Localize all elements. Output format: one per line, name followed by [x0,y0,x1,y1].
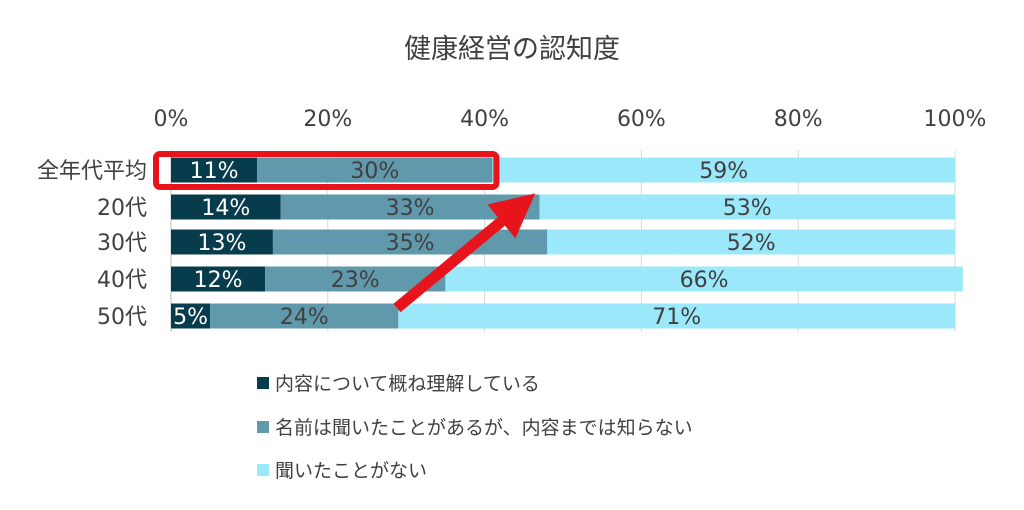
legend: 内容について概ね理解している名前は聞いたことがあるが、内容までは知らない聞いたこ… [257,373,693,482]
category-label: 50代 [97,305,147,330]
bar-segment [257,157,493,183]
data-label: 66% [680,268,729,293]
bar-segment [445,266,963,292]
legend-label: 名前は聞いたことがあるが、内容までは知らない [275,417,693,439]
legend-swatch [257,464,269,476]
data-label: 13% [198,231,247,256]
highlight-box [153,151,500,190]
bar-segment [171,157,258,183]
bar-segment [547,229,955,255]
bar-segment [171,303,211,329]
data-label: 35% [386,231,435,256]
data-label: 23% [331,268,380,293]
bar-segment [210,303,399,329]
data-label: 24% [280,305,329,330]
bar-segment [171,194,281,220]
data-label: 59% [699,159,748,184]
data-label: 33% [386,196,435,221]
legend-label: 内容について概ね理解している [275,373,540,395]
data-labels: 11% 30% 59% 14% 33% 53% 13% 35% 52% 12% 23% 66% 5% 24… [173,159,775,330]
x-tick-label: 80% [774,107,823,132]
bars [171,157,963,329]
x-tick-label: 20% [303,107,352,132]
data-label: 30% [350,159,399,184]
data-label: 5% [173,305,208,330]
data-label: 12% [194,268,243,293]
legend-swatch [257,421,269,433]
annotation-arrow [393,193,536,313]
category-label: 40代 [97,268,147,293]
category-label: 全年代平均 [37,159,147,184]
x-axis-ticks: 0% 20% 40% 60% 80% 100% [154,107,987,132]
bar-segment [398,303,955,329]
bar-segment [171,266,266,292]
data-label: 71% [652,305,701,330]
category-label: 30代 [97,231,147,256]
data-label: 52% [727,231,776,256]
bar-segment [492,157,955,183]
bar-segment [539,194,955,220]
data-label: 14% [201,196,250,221]
category-labels: 全年代平均 20代 30代 40代 50代 [37,159,147,330]
data-label: 11% [190,159,239,184]
x-tick-label: 100% [924,107,987,132]
x-tick-label: 0% [154,107,189,132]
x-tick-label: 40% [460,107,509,132]
data-label: 53% [723,196,772,221]
annotations [153,151,536,313]
chart-title: 健康経営の認知度 [404,34,620,65]
legend-label: 聞いたことがない [275,460,427,482]
category-label: 20代 [97,196,147,221]
bar-segment [171,229,273,255]
x-tick-label: 60% [617,107,666,132]
legend-swatch [257,377,269,389]
